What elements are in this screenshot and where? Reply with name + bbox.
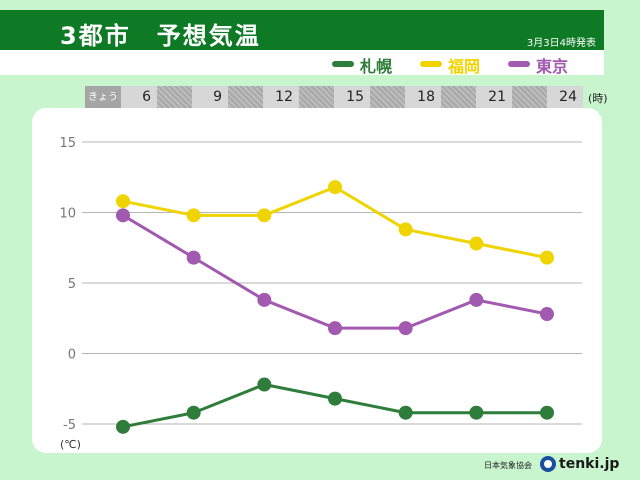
data-point <box>398 405 413 420</box>
y-tick-label: 15 <box>59 136 76 151</box>
data-point <box>540 405 554 420</box>
issued-time: 3月3日4時発表 <box>526 38 596 49</box>
hour-gap <box>299 86 334 109</box>
series-line <box>122 185 548 260</box>
legend-swatch-fukuoka <box>420 61 442 67</box>
legend-label-sapporo: 札幌 <box>360 57 393 76</box>
hour-label: 24 <box>547 86 583 109</box>
legend-label-fukuoka: 福岡 <box>448 57 481 76</box>
page-title: 3都市 予想気温 <box>60 22 261 50</box>
data-point <box>116 208 130 223</box>
hour-gap <box>370 86 405 109</box>
hour-label: 21 <box>476 86 512 109</box>
data-point <box>328 180 342 195</box>
tenki-logo-icon <box>540 456 556 472</box>
y-axis-unit: (℃) <box>60 438 81 451</box>
data-point <box>186 208 201 223</box>
hour-gap <box>441 86 476 109</box>
header-bar: 3都市 予想気温 3月3日4時発表 <box>0 10 604 50</box>
data-point <box>328 391 342 406</box>
legend: 札幌 福岡 東京 <box>0 50 604 76</box>
grid-layer: 15 10 5 0 -5 (℃) <box>59 136 582 451</box>
data-point <box>469 405 484 420</box>
data-point <box>398 321 413 336</box>
y-tick-label: -5 <box>63 418 76 433</box>
hour-gap <box>512 86 547 109</box>
data-point <box>469 292 484 307</box>
legend-swatch-tokyo <box>508 61 530 67</box>
data-point <box>540 307 554 322</box>
hour-label: 9 <box>192 86 228 109</box>
series-lines <box>122 185 548 429</box>
data-point <box>116 419 130 434</box>
data-point <box>540 250 554 265</box>
time-bar-day-label: きょう <box>85 86 121 109</box>
series-points <box>116 180 554 434</box>
hour-label: 6 <box>121 86 157 109</box>
data-point <box>257 208 272 223</box>
hour-label: 15 <box>334 86 370 109</box>
legend-label-tokyo: 東京 <box>536 57 569 76</box>
series-line <box>122 214 548 330</box>
hour-label: 18 <box>405 86 441 109</box>
data-point <box>257 377 272 392</box>
hour-label: 12 <box>263 86 299 109</box>
hour-gap <box>157 86 192 109</box>
data-point <box>398 222 413 237</box>
org-name: 日本気象協会 <box>484 461 532 470</box>
time-axis-bar: きょう 6 9 12 15 18 21 24 <box>85 86 583 109</box>
hour-unit-label: (時) <box>588 92 608 105</box>
legend-swatch-sapporo <box>332 61 354 67</box>
series-line <box>122 383 547 429</box>
data-point <box>186 250 201 265</box>
y-tick-label: 10 <box>59 207 76 222</box>
data-point <box>257 292 272 307</box>
y-tick-label: 0 <box>68 348 76 363</box>
data-point <box>186 405 201 420</box>
hour-gap <box>228 86 263 109</box>
data-point <box>116 194 130 209</box>
data-point <box>328 321 342 336</box>
data-point <box>469 236 484 251</box>
brand-name: tenki.jp <box>559 456 620 472</box>
y-tick-label: 5 <box>68 277 76 292</box>
